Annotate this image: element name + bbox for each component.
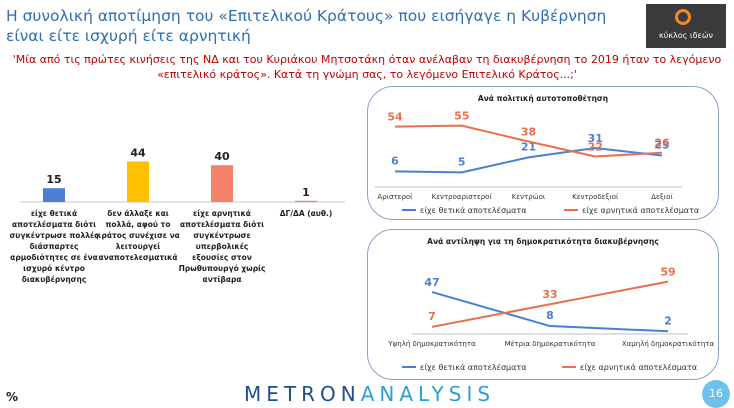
bar-category-label: διάσπαρτες (30, 242, 79, 251)
bar-category-label: ΔΓ/ΔΑ (αυθ.) (280, 209, 333, 218)
bar-category-label: αποτελέσματα διότι (180, 220, 264, 229)
bar-category-label: αντίβαρα (202, 275, 241, 284)
percent-unit: % (6, 390, 19, 404)
data-label: 21 (521, 140, 536, 153)
bar (295, 200, 317, 202)
bar-category-label: κράτος συνέχισε να (96, 231, 180, 240)
page-title: Η συνολική αποτίμηση του «Επιτελικού Κρά… (6, 7, 607, 45)
line-chart-democracy: Ανά αντίληψη για τη δημοκρατικότητα διακ… (387, 237, 715, 372)
logo: κύκλος ιδεών (646, 4, 726, 48)
brand-logo: METRONANALYSIS (244, 382, 495, 406)
bar-category-label: εξουσίες στον (192, 253, 252, 262)
data-label: 6 (391, 154, 399, 167)
data-label: 7 (428, 310, 436, 323)
x-tick-label: Χαμηλή δημοκρατικότητα (622, 340, 715, 348)
data-label: 26 (654, 137, 670, 150)
bar-value-label: 44 (130, 147, 146, 160)
data-label: 33 (542, 288, 557, 301)
series-line (394, 147, 663, 174)
panel-political: Ανά πολιτική αυτοτοποθέτηση Αριστεροί Κεντ… (367, 86, 719, 220)
line-chart-political: Ανά πολιτική αυτοτοποθέτηση Αριστεροί Κεντ… (375, 94, 699, 215)
series-line (431, 280, 669, 328)
survey-question: 'Μία από τις πρώτες κινήσεις της ΝΔ και … (12, 53, 722, 81)
bar-category-label: δεν άλλαξε και (107, 209, 169, 218)
bar (211, 165, 233, 202)
data-label: 5 (458, 155, 466, 168)
bar-category-label: διακυβέρνησης (22, 275, 87, 284)
x-tick-label: Αριστεροί (377, 193, 413, 201)
bar (127, 161, 149, 202)
x-tick-label: Δεξιοί (651, 193, 673, 201)
bar-chart: 15 είχε θετικά αποτελέσματα διότι συγκέντρω… (9, 147, 345, 284)
bar-category-label: αποτελέσματα διότι (12, 220, 96, 229)
bar-category-label: είχε θετικά (31, 209, 77, 218)
brand-part-b: ANALYSIS (360, 382, 496, 406)
bar-category-label: λειτουργεί (116, 242, 160, 251)
legend-label: είχε θετικά αποτελέσματα (420, 362, 527, 372)
line-chart-title: Ανά αντίληψη για τη δημοκρατικότητα διακ… (427, 237, 659, 246)
x-tick-label: Κεντρώοι (512, 193, 546, 201)
bar-category-label: πολλά, αφού το (106, 220, 171, 229)
data-label: 47 (424, 276, 439, 289)
bar-category-label: υπερβολικές (196, 242, 249, 251)
bar-category-label: Πρωθυπουργό χωρίς (179, 264, 266, 273)
x-tick-label: Υψηλή δημοκρατικότητα (387, 340, 476, 348)
page-number: 16 (702, 380, 730, 408)
series-line (431, 291, 669, 333)
bar-category-label: αναποτελεσματικά (98, 253, 177, 262)
data-label: 31 (588, 132, 603, 145)
series-line (394, 124, 663, 158)
data-label: 59 (660, 266, 675, 279)
bar-category-label: συγκέντρωσε (193, 231, 250, 240)
bar (43, 188, 65, 202)
data-label: 38 (521, 126, 536, 139)
data-label: 55 (454, 110, 469, 123)
brand-part-a: METRON (244, 382, 361, 406)
legend-label: είχε αρνητικά αποτελέσματα (580, 362, 697, 372)
bar-value-label: 15 (46, 173, 61, 186)
x-tick-label: Κεντροδεξιοί (572, 193, 619, 201)
data-label: 54 (387, 111, 403, 124)
bar-category-label: αρμοδιότητες σε ένα (10, 253, 98, 262)
bar-category-label: συγκέντρωσε πολλές (9, 231, 98, 240)
logo-text: κύκλος ιδεών (658, 31, 714, 40)
legend-label: είχε αρνητικά αποτελέσματα (582, 205, 699, 215)
x-tick-label: Μέτρια δημοκρατικότητα (505, 340, 596, 348)
bar-category-label: ισχυρό κέντρο (23, 264, 85, 273)
data-label: 8 (546, 309, 554, 322)
bar-value-label: 1 (302, 186, 310, 199)
logo-ring-icon (675, 9, 691, 25)
data-label: 22 (588, 140, 603, 153)
data-label: 23 (654, 139, 669, 152)
bar-category-label: είχε αρνητικά (193, 209, 251, 218)
data-label: 2 (664, 314, 672, 327)
line-chart-title: Ανά πολιτική αυτοτοποθέτηση (478, 94, 608, 103)
panel-democracy: Ανά αντίληψη για τη δημοκρατικότητα διακ… (367, 229, 719, 380)
bar-value-label: 40 (214, 150, 230, 163)
legend-label: είχε θετικά αποτελέσματα (420, 205, 527, 215)
x-tick-label: Κεντροαριστεροί (432, 193, 493, 201)
